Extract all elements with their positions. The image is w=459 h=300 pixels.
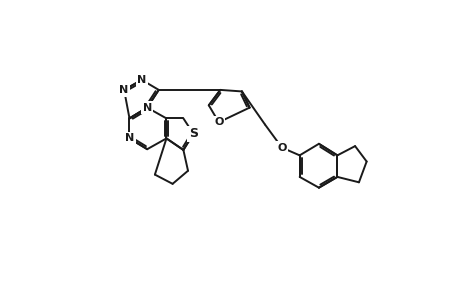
- Text: O: O: [213, 117, 223, 127]
- Text: S: S: [189, 127, 197, 140]
- Text: N: N: [119, 85, 129, 95]
- Text: N: N: [137, 75, 146, 85]
- Text: N: N: [124, 134, 134, 143]
- Text: N: N: [142, 103, 151, 112]
- Text: O: O: [277, 143, 286, 153]
